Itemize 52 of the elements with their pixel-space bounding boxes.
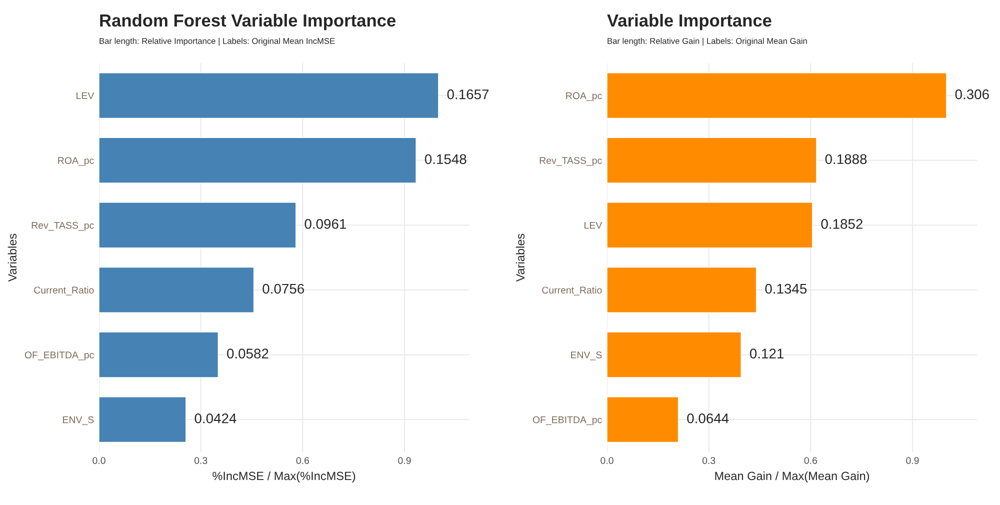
chart-subtitle: Bar length: Relative Importance | Labels: Original Mean IncMSE [100,38,335,46]
bar [99,137,416,184]
y-axis-title: Variables [516,234,525,282]
annotation: 0.0644 [687,413,729,424]
chart-title: Random Forest Variable Importance [100,14,396,30]
annotation: 0.0756 [262,284,304,294]
bar [607,72,947,119]
bar [99,332,218,378]
y-tick-label: OF_EBITDA_pc [24,351,94,360]
y-tick-label: OF_EBITDA_pc [532,416,602,426]
x-axis-title: Mean Gain / Max(Mean Gain) [715,471,870,482]
bar [607,332,742,378]
y-tick-label: ENV_S [63,416,94,426]
bar [99,396,186,443]
y-tick-label: Current_Ratio [34,286,94,296]
annotation: 0.0582 [227,348,268,358]
chart-subtitle: Bar length: Relative Gain | Labels: Original Mean Gain [608,38,807,46]
annotation: 0.1548 [424,154,466,164]
bar [99,266,254,313]
y-tick-label: ROA_pc [566,92,602,102]
annotation: 0.1345 [765,284,807,294]
y-tick-label: ROA_pc [58,157,94,166]
x-tick-label: 0.6 [296,457,309,464]
y-tick-label: Rev_TASS_pc [32,222,94,231]
annotation: 0.1657 [447,89,489,100]
x-axis-title: %IncMSE / Max(%IncMSE) [212,471,356,482]
x-tick-label: 0.3 [194,457,208,464]
bar [99,72,439,119]
x-tick-label: 0.0 [92,457,106,464]
chart-title: Variable Importance [607,14,772,30]
x-tick-label: 0.6 [804,457,817,464]
annotation: 0.1888 [825,154,867,164]
annotation: 0.0961 [304,219,346,229]
x-tick-label: 0.0 [600,457,614,464]
annotation: 0.0424 [194,413,236,424]
x-tick-label: 0.9 [398,457,411,464]
x-tick-label: 0.3 [702,457,716,464]
y-tick-label: Current_Ratio [542,286,602,296]
bar [99,202,296,248]
bar [607,137,817,184]
bar [607,396,679,443]
y-tick-label: Rev_TASS_pc [540,157,602,166]
annotation: 0.121 [750,348,784,358]
y-axis-title: Variables [8,234,17,282]
y-tick-label: ENV_S [571,351,602,360]
y-tick-label: LEV [584,222,602,229]
y-tick-label: LEV [76,92,94,100]
annotation: 0.306 [955,89,989,100]
bar [607,202,813,248]
x-tick-label: 0.9 [906,457,919,464]
annotation: 0.1852 [821,219,862,229]
bar [607,266,757,313]
